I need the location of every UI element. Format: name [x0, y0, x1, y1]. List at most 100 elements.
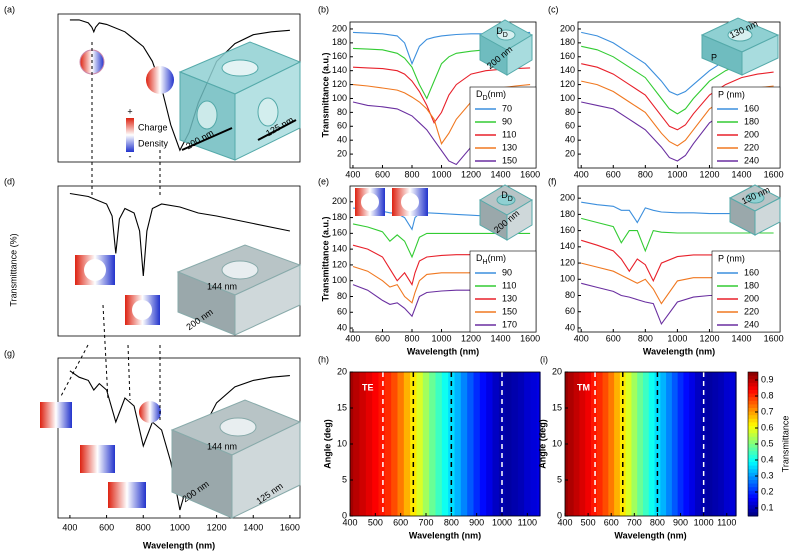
x-tick-label: 1600 — [764, 333, 784, 343]
annotation: TE — [362, 382, 374, 392]
legend-label: 220 — [744, 306, 759, 316]
heat-cell — [372, 372, 380, 516]
heat-cell — [391, 372, 399, 516]
x-tick-label: 1000 — [492, 517, 512, 527]
colorbar-step — [748, 508, 758, 513]
colorbar-step — [748, 382, 758, 387]
plot-frame — [57, 185, 301, 337]
panel-label: (h) — [318, 354, 329, 364]
legend-label: 170 — [502, 319, 517, 329]
colorbar-step — [748, 436, 758, 441]
annotation-part: D — [503, 32, 508, 39]
x-tick-label: 800 — [136, 522, 151, 532]
legend-label: 180 — [744, 116, 759, 126]
y-tick-label: 0 — [342, 510, 347, 520]
x-tick-label: 1200 — [461, 333, 481, 343]
connector-arrows — [59, 42, 161, 420]
panel-label: (e) — [318, 176, 329, 186]
heat-cell — [585, 372, 592, 516]
x-tick-label: 400 — [62, 522, 77, 532]
heat-cell — [486, 372, 494, 516]
heat-cell — [422, 372, 430, 516]
y-tick-label: 15 — [337, 402, 347, 412]
colorbar-tick-label: 0.6 — [761, 422, 774, 432]
x-tick-label: 600 — [606, 169, 621, 179]
legend-box — [469, 250, 537, 333]
colorbar-step — [748, 433, 758, 438]
legend-label: 160 — [744, 267, 759, 277]
legend-label: 110 — [502, 280, 516, 290]
y-tick-label: 0 — [557, 510, 562, 520]
heat-cell — [365, 372, 373, 516]
y-tick-label: 60 — [565, 306, 575, 316]
y-tick-label: 20 — [337, 148, 347, 158]
x-axis-label: Wavelength (nm) — [143, 540, 215, 550]
legend-title: DH(nm) — [476, 253, 506, 265]
annotation: 144 nm — [207, 281, 237, 291]
x-axis-label: Wavelength (nm) — [643, 346, 715, 356]
colorbar-tick-label: 0.7 — [761, 406, 774, 416]
heat-cell — [706, 372, 713, 516]
x-tick-label: 400 — [345, 169, 360, 179]
legend-label: 200 — [744, 293, 759, 303]
colorbar-step — [748, 483, 758, 488]
heat-cell — [479, 372, 487, 516]
colorbar-step — [748, 505, 758, 510]
heat-cell — [631, 372, 638, 516]
y-tick-label: 160 — [560, 51, 575, 61]
colorbar-step — [748, 494, 758, 499]
annotation: 144 nm — [207, 441, 237, 451]
legend-label: 70 — [502, 103, 512, 113]
y-axis-label: Angle (deg) — [537, 419, 547, 469]
x-tick-label: 700 — [418, 517, 433, 527]
x-tick-label: 1000 — [432, 169, 452, 179]
heat-cell — [403, 372, 411, 516]
heat-cell — [677, 372, 685, 516]
y-axis-label: Transmittance (%) — [8, 233, 18, 306]
y-tick-label: 40 — [565, 135, 575, 145]
y-tick-label: 200 — [332, 196, 347, 206]
y-tick-label: 180 — [332, 37, 347, 47]
legend-label: 90 — [502, 116, 512, 126]
x-tick-label: 1100 — [518, 517, 537, 527]
colorbar-step — [748, 469, 758, 474]
annotation: Density — [138, 138, 169, 148]
y-tick-label: 100 — [332, 275, 347, 285]
y-tick-label: 5 — [557, 474, 562, 484]
series-line — [69, 192, 291, 277]
legend-title: P (nm) — [718, 253, 745, 263]
y-tick-label: 100 — [560, 93, 575, 103]
legend-label: 220 — [744, 142, 759, 152]
colorbar-step — [748, 408, 758, 413]
y-tick-label: 140 — [332, 244, 347, 254]
panel-label: (b) — [318, 4, 329, 14]
colorbar-step — [748, 393, 758, 398]
y-tick-label: 140 — [560, 65, 575, 75]
y-tick-label: 80 — [565, 107, 575, 117]
y-axis-label: Transmittance (a.u.) — [320, 52, 330, 137]
x-axis-label: Wavelength (nm) — [407, 346, 479, 356]
y-tick-label: 15 — [552, 402, 562, 412]
panel-label: (d) — [4, 176, 15, 186]
colorbar-step — [748, 422, 758, 427]
heat-cell — [567, 372, 575, 516]
x-tick-label: 1000 — [170, 522, 190, 532]
x-tick-label: 1400 — [732, 333, 752, 343]
heat-cell — [505, 372, 513, 516]
x-tick-label: 1000 — [667, 333, 687, 343]
legend-title-part: (nm) — [488, 89, 507, 99]
y-tick-label: 60 — [565, 121, 575, 131]
colorbar-tick-label: 0.2 — [761, 486, 774, 496]
x-tick-label: 800 — [650, 517, 665, 527]
series-line — [352, 66, 531, 124]
colorbar-step — [748, 418, 758, 423]
x-tick-label: 900 — [673, 517, 688, 527]
colorbar-step — [748, 444, 758, 449]
panel-label: (f) — [548, 176, 557, 186]
heat-cell — [625, 372, 633, 516]
y-tick-label: 100 — [332, 93, 347, 103]
y-tick-label: 160 — [560, 225, 575, 235]
heat-cell — [492, 372, 500, 516]
heat-cell — [666, 372, 673, 516]
y-tick-label: 200 — [560, 23, 575, 33]
